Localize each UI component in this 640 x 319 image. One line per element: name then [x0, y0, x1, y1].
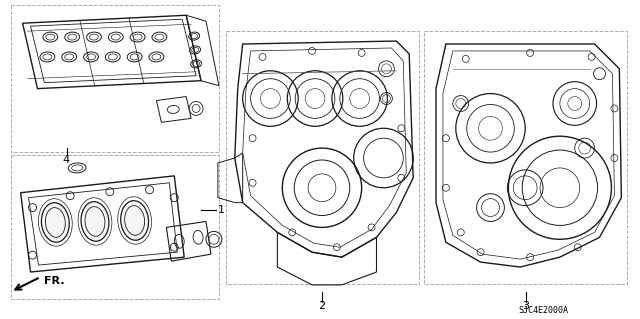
Text: 4: 4: [62, 155, 69, 165]
Ellipse shape: [121, 201, 148, 240]
Ellipse shape: [42, 203, 69, 242]
Text: 2: 2: [318, 301, 325, 311]
Bar: [11, 155, 219, 299]
Text: 1: 1: [218, 204, 225, 215]
Text: 3: 3: [522, 301, 529, 311]
Bar: [226, 31, 419, 284]
Ellipse shape: [81, 202, 109, 241]
Text: FR.: FR.: [44, 276, 65, 286]
Bar: [11, 5, 219, 152]
Text: SJC4E2000A: SJC4E2000A: [518, 306, 568, 315]
Bar: [424, 31, 627, 284]
